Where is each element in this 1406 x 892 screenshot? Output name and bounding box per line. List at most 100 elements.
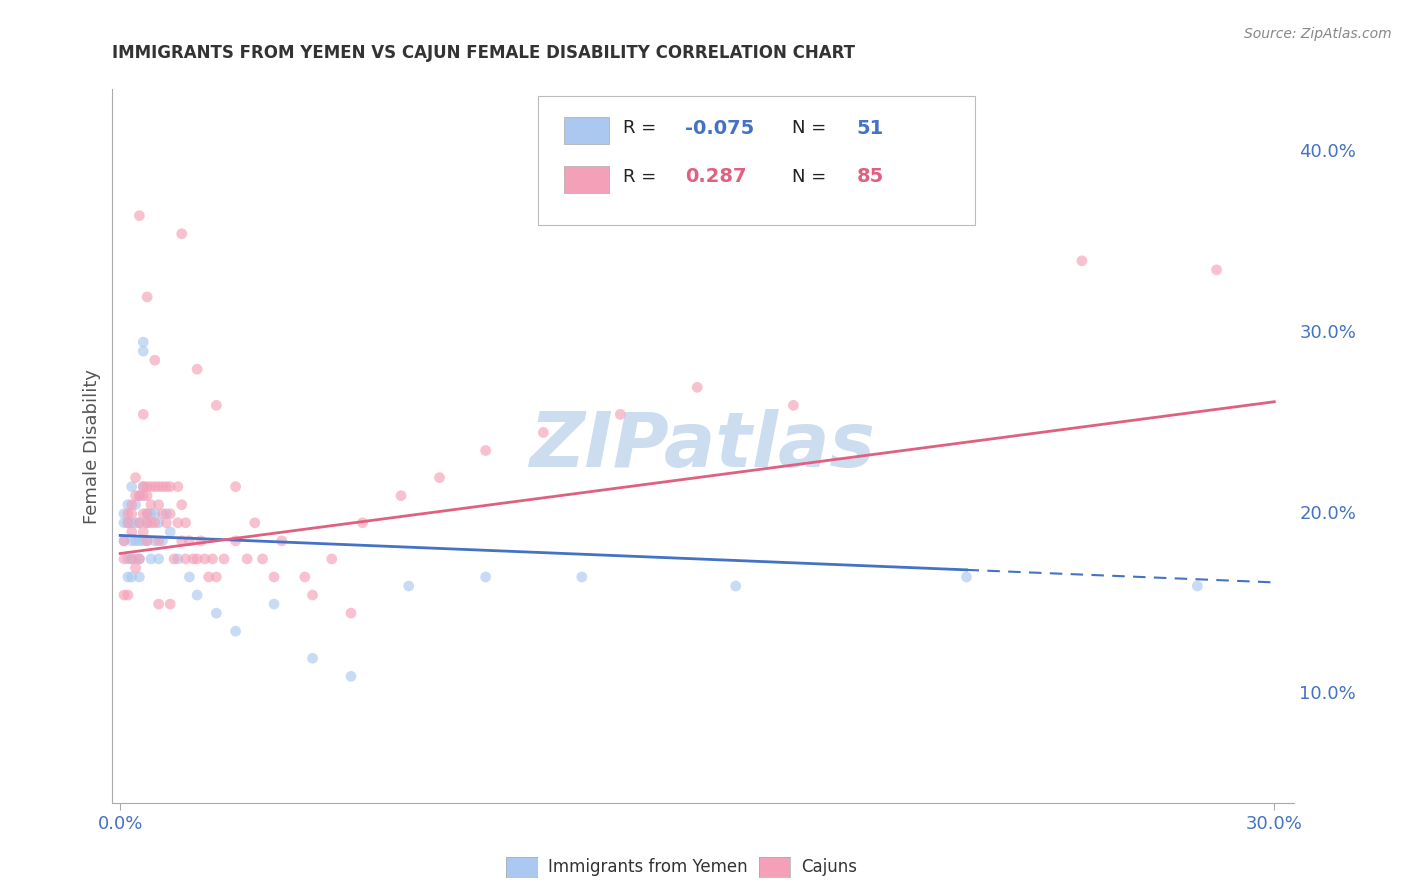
Point — [128, 209, 150, 223]
Point — [170, 498, 193, 512]
Point — [474, 570, 496, 584]
FancyBboxPatch shape — [537, 96, 974, 225]
Point — [155, 480, 177, 494]
Text: N =: N = — [792, 120, 831, 137]
Text: 51: 51 — [856, 119, 884, 138]
Point — [112, 507, 135, 521]
Point — [136, 533, 159, 548]
Point — [321, 552, 343, 566]
Point — [139, 552, 162, 566]
Point — [263, 570, 285, 584]
Text: 10.0%: 10.0% — [1299, 685, 1357, 704]
Text: -0.075: -0.075 — [685, 119, 755, 138]
Y-axis label: Female Disability: Female Disability — [83, 368, 101, 524]
Point — [121, 552, 143, 566]
Point — [179, 570, 201, 584]
Point — [128, 516, 150, 530]
Point — [128, 489, 150, 503]
Point — [148, 498, 170, 512]
Point — [117, 570, 139, 584]
Point — [159, 524, 181, 539]
Point — [955, 570, 977, 584]
Point — [194, 552, 217, 566]
Point — [132, 480, 155, 494]
Point — [186, 362, 208, 376]
Point — [136, 533, 159, 548]
Point — [117, 516, 139, 530]
Text: 30.0%: 30.0% — [1299, 324, 1357, 343]
Point — [148, 597, 170, 611]
Text: 20.0%: 20.0% — [1299, 505, 1357, 523]
Point — [112, 533, 135, 548]
Point — [132, 408, 155, 422]
Point — [132, 335, 155, 350]
Point — [236, 552, 259, 566]
Text: 40.0%: 40.0% — [1299, 144, 1357, 161]
Point — [143, 353, 166, 368]
Point — [121, 570, 143, 584]
Point — [124, 552, 146, 566]
Point — [179, 533, 201, 548]
Point — [136, 507, 159, 521]
Point — [124, 470, 146, 484]
Point — [152, 507, 174, 521]
Point — [124, 533, 146, 548]
Point — [159, 480, 181, 494]
Point — [121, 516, 143, 530]
Point — [352, 516, 374, 530]
Point — [121, 480, 143, 494]
Point — [128, 552, 150, 566]
Point — [398, 579, 420, 593]
Point — [148, 480, 170, 494]
Text: Immigrants from Yemen: Immigrants from Yemen — [548, 858, 748, 876]
Point — [117, 498, 139, 512]
Point — [474, 443, 496, 458]
Point — [301, 588, 323, 602]
Point — [205, 398, 228, 412]
Point — [132, 533, 155, 548]
Point — [128, 489, 150, 503]
Bar — [564, 117, 609, 145]
Point — [121, 524, 143, 539]
Point — [225, 533, 247, 548]
Point — [143, 516, 166, 530]
Point — [148, 533, 170, 548]
Point — [132, 489, 155, 503]
Point — [167, 480, 190, 494]
Point — [136, 516, 159, 530]
Point — [531, 425, 554, 440]
Point — [124, 489, 146, 503]
Point — [132, 344, 155, 359]
Point — [121, 507, 143, 521]
Point — [117, 507, 139, 521]
Point — [136, 516, 159, 530]
Point — [112, 552, 135, 566]
Point — [128, 516, 150, 530]
Text: R =: R = — [623, 120, 662, 137]
Point — [170, 533, 193, 548]
Point — [170, 227, 193, 241]
Point — [132, 524, 155, 539]
Point — [155, 516, 177, 530]
Point — [340, 606, 363, 620]
Point — [148, 552, 170, 566]
Point — [389, 489, 412, 503]
Point — [724, 579, 747, 593]
Point — [1071, 253, 1094, 268]
Point — [143, 507, 166, 521]
Point — [163, 552, 186, 566]
Point — [139, 507, 162, 521]
Point — [112, 533, 135, 548]
Bar — [564, 166, 609, 193]
Point — [686, 380, 709, 394]
Point — [167, 552, 190, 566]
Point — [117, 516, 139, 530]
Point — [609, 408, 631, 422]
Point — [124, 561, 146, 575]
Point — [1187, 579, 1209, 593]
Point — [782, 398, 804, 412]
Point — [136, 507, 159, 521]
Point — [252, 552, 274, 566]
Point — [190, 533, 212, 548]
Point — [121, 533, 143, 548]
